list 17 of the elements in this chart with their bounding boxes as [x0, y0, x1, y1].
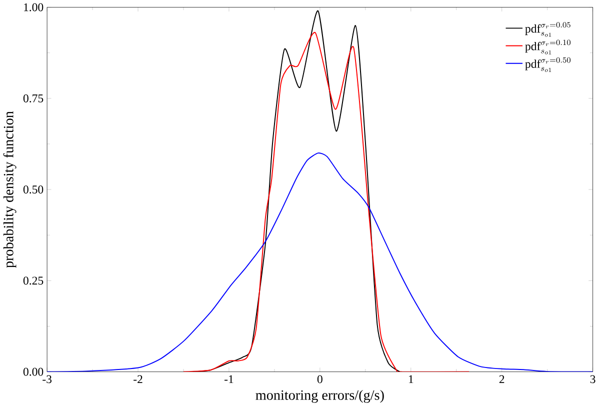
x-tick-label: 0	[317, 375, 322, 384]
y-tick-label: 1.00	[24, 3, 44, 12]
x-tick-label: 3	[590, 375, 596, 384]
y-tick-label: 0.00	[23, 368, 44, 376]
x-tick-label: -2	[134, 375, 142, 384]
legend-label: $\mathrm{pdf}_{s_{o1}}^{\sigma_r=0.10}$	[525, 40, 570, 54]
legend-label: $\mathrm{pdf}_{s_{o1}}^{\sigma_r=0.05}$	[525, 22, 570, 37]
x-axis-title: monitoring errors/(g/s)	[256, 390, 384, 403]
y-tick-label: 0.25	[23, 276, 44, 285]
legend-label: $\mathrm{pdf}_{s_{o1}}^{\sigma_r=0.50}$	[525, 57, 570, 72]
y-tick-label: 0.75	[23, 94, 44, 102]
y-axis-title: probability density function	[3, 111, 16, 268]
x-tick-label: -3	[42, 375, 52, 384]
x-tick-label: 1	[408, 375, 414, 383]
x-tick-label: 2	[499, 375, 504, 384]
y-tick-label: 0.50	[23, 186, 44, 194]
x-tick-label: -1	[224, 375, 234, 383]
